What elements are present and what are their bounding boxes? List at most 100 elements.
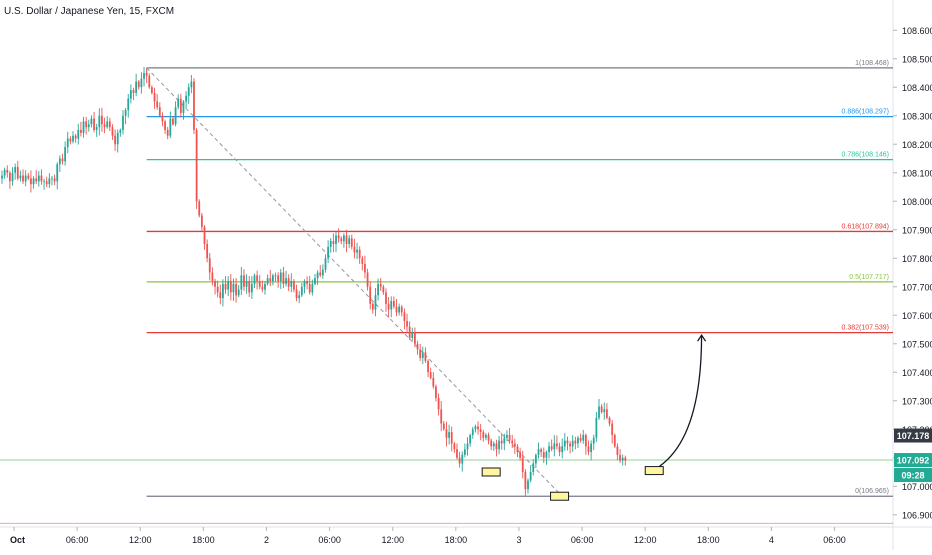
candle-body [485,434,487,438]
symbol-title: U.S. Dollar / Japanese Yen, 15, FXCM [4,6,175,17]
candle-body [453,443,456,450]
candle-body [124,110,127,116]
y-tick-label: 108.600 [902,26,932,36]
candle-body [137,81,140,88]
candle-body [348,238,351,244]
candle-body [469,434,472,444]
candle-body [582,434,585,441]
candle-body [43,181,45,183]
y-tick-label: 108.000 [902,197,932,207]
candle-body [285,278,287,284]
candle-body [237,289,240,296]
candle-body [356,249,358,253]
candle-body [382,286,385,293]
candles-group [1,66,627,496]
candle-body [340,238,343,242]
candle-body [269,278,272,282]
candle-body [516,446,519,453]
candle-body [579,437,582,441]
candle-body [419,349,422,358]
candle-body [329,241,332,247]
candle-body [321,269,324,276]
candle-body [108,121,111,128]
price-label-bg [894,468,932,483]
y-tick-label: 107.900 [902,225,932,235]
candle-body [521,457,524,472]
candle-body [151,87,153,93]
candle-body [603,409,606,413]
y-tick-label: 106.900 [902,510,932,520]
candle-body [245,281,248,287]
candle-body [537,449,540,455]
fib-level-label: 0.382(107.539) [842,325,889,332]
candle-body [216,286,219,293]
candle-body [148,75,151,88]
candle-body [287,278,290,287]
candle-body [116,132,119,145]
candle-body [298,295,301,299]
candle-body [74,135,77,139]
candle-body [545,452,548,458]
candle-body [327,246,330,259]
candle-body [48,178,51,185]
candle-body [458,457,461,464]
candle-body [16,167,19,179]
candle-body [11,172,14,182]
candle-body [461,454,464,464]
candle-body [211,272,214,282]
candle-body [548,446,550,453]
candle-body [87,124,90,128]
candle-body [172,118,174,125]
candle-body [135,81,138,93]
candle-body [524,472,527,490]
candle-body [466,443,469,450]
x-tick-label: 06:00 [66,535,89,545]
candle-body [411,332,414,339]
candle-body [290,281,293,287]
candle-body [463,449,466,455]
candle-body [490,440,493,447]
candle-body [445,429,448,438]
candle-body [293,281,295,290]
x-tick-label: 4 [769,535,774,545]
candle-body [153,92,156,102]
candle-body [390,301,393,310]
x-tick-label: 2 [264,535,269,545]
candle-body [550,446,553,450]
candle-body [66,138,69,148]
candle-body [482,432,485,438]
y-tick-label: 108.400 [902,83,932,93]
candle-body [534,454,537,464]
candle-body [374,295,377,310]
candle-body [371,303,374,310]
candle-body [595,417,598,438]
candle-body [416,343,419,350]
candle-body [166,130,169,136]
candle-body [529,472,532,481]
candle-body [208,258,211,273]
x-tick-label: 06:00 [318,535,341,545]
candle-body [45,181,48,185]
candle-body [471,429,474,435]
price-label-text: 107.178 [897,431,930,441]
candle-body [335,235,337,244]
candle-body [232,283,235,293]
candle-body [442,423,445,430]
candle-body [345,235,348,244]
candle-body [235,283,237,296]
candle-body [303,281,306,287]
candle-body [253,275,256,284]
y-tick-label: 107.500 [902,339,932,349]
candle-body [282,272,285,284]
candle-body [385,292,387,304]
candle-body [366,272,369,287]
candle-body [508,434,511,441]
y-tick-label: 107.600 [902,311,932,321]
price-label-bg [894,453,932,468]
candle-body [164,121,166,130]
fib-trendline [146,67,563,497]
candle-body [37,175,40,182]
candle-body [450,432,453,444]
